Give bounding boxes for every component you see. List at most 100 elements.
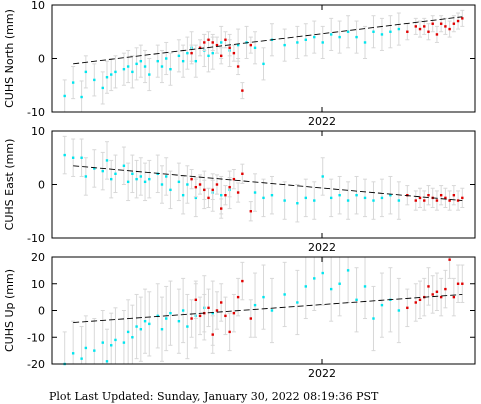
data-point — [126, 330, 130, 334]
data-point — [228, 330, 231, 334]
data-point — [207, 196, 210, 200]
x-tick-label: 2022 — [308, 115, 336, 128]
series-early_points — [62, 256, 401, 366]
data-point — [262, 295, 265, 299]
data-point — [186, 51, 189, 55]
trend-line — [73, 165, 463, 201]
data-point — [220, 54, 223, 58]
data-point — [220, 194, 223, 197]
y-tick-label: 0 — [38, 179, 45, 192]
footer-label: Plot Last Updated: — [49, 390, 154, 403]
data-point — [131, 70, 134, 74]
data-point — [241, 279, 244, 283]
data-point — [126, 180, 130, 184]
data-point — [84, 175, 88, 178]
y-axis-title: CUHS North (mm) — [3, 9, 16, 108]
data-point — [160, 65, 164, 68]
data-point — [262, 196, 265, 200]
data-point — [253, 303, 257, 307]
data-point — [372, 30, 375, 33]
data-point — [211, 333, 214, 336]
data-point — [249, 43, 253, 47]
data-point — [427, 194, 430, 197]
data-point — [313, 35, 316, 39]
data-point — [346, 199, 350, 202]
trend-line — [73, 16, 463, 65]
data-point — [143, 320, 147, 323]
data-point — [241, 89, 244, 92]
y-tick-label: -10 — [27, 232, 45, 245]
data-point — [93, 167, 96, 170]
data-point — [139, 175, 143, 178]
data-point — [346, 269, 350, 272]
data-point — [63, 153, 66, 157]
y-tick-label: -10 — [27, 106, 45, 119]
data-point — [448, 199, 451, 202]
data-point — [456, 282, 460, 285]
data-point — [93, 78, 96, 82]
data-point — [456, 19, 460, 23]
data-point — [452, 22, 456, 25]
data-point — [190, 51, 193, 55]
data-point — [262, 62, 265, 66]
data-point — [372, 199, 375, 202]
data-point — [177, 320, 181, 323]
data-point — [461, 282, 464, 285]
series-recent_points — [189, 9, 465, 100]
footer-timestamp: Sunday, January 30, 2022 08:19:36 PST — [156, 390, 379, 403]
data-point — [427, 30, 430, 33]
data-point — [131, 172, 134, 175]
data-point — [101, 341, 104, 344]
data-point — [249, 210, 253, 213]
data-point — [236, 43, 240, 47]
data-point — [236, 191, 240, 194]
series-recent_points — [189, 256, 465, 354]
data-point — [444, 287, 447, 291]
data-point — [215, 183, 219, 186]
data-point — [80, 357, 83, 360]
data-point — [190, 317, 193, 320]
data-point — [448, 27, 451, 31]
data-point — [321, 175, 324, 178]
data-point — [435, 199, 439, 202]
data-point — [448, 258, 451, 261]
data-point — [423, 199, 426, 202]
data-point — [105, 76, 109, 79]
data-point — [232, 177, 236, 181]
data-point — [414, 199, 417, 202]
data-point — [190, 177, 193, 181]
data-point — [355, 35, 358, 39]
data-point — [304, 38, 307, 41]
data-point — [211, 188, 214, 192]
data-point — [194, 196, 198, 200]
data-point — [232, 51, 236, 55]
data-point — [444, 25, 447, 28]
data-point — [105, 159, 109, 162]
data-point — [431, 293, 434, 296]
data-point — [165, 57, 168, 60]
y-tick-label: -10 — [27, 331, 45, 344]
data-point — [220, 207, 223, 210]
series-early_points — [62, 135, 401, 223]
y-tick-label: 10 — [31, 278, 45, 291]
y-tick-label: 0 — [38, 53, 45, 66]
data-point — [313, 199, 316, 202]
data-point — [304, 285, 307, 288]
y-tick-label: 10 — [31, 125, 45, 138]
data-point — [224, 194, 227, 197]
data-point — [207, 38, 210, 41]
data-point — [389, 30, 392, 33]
data-point — [143, 65, 147, 68]
data-point — [101, 86, 104, 90]
data-point — [355, 194, 358, 197]
data-point — [114, 70, 117, 74]
data-point — [456, 199, 460, 202]
data-point — [215, 309, 219, 312]
data-point — [380, 303, 384, 307]
data-point — [101, 169, 104, 173]
data-point — [241, 172, 244, 175]
data-point — [427, 285, 430, 288]
panel-1: -10 0 10 2022 CUHS North (mm) — [3, 0, 476, 128]
data-point — [329, 33, 333, 36]
data-point — [126, 65, 130, 68]
